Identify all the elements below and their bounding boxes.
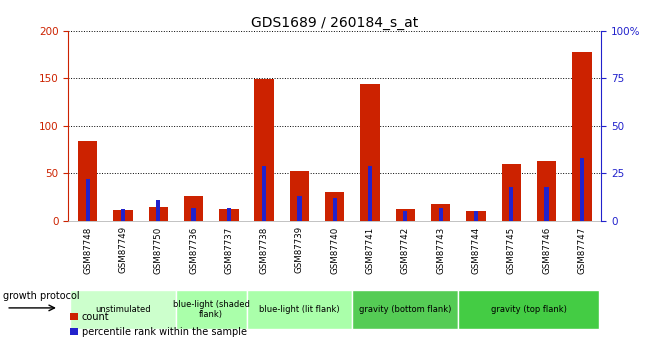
Bar	[396, 209, 415, 221]
Text: blue-light (lit flank): blue-light (lit flank)	[259, 305, 340, 314]
Bar	[246, 290, 352, 329]
Bar	[352, 290, 458, 329]
Text: GSM87741: GSM87741	[365, 226, 374, 274]
Bar	[290, 171, 309, 221]
Text: GSM87744: GSM87744	[471, 226, 480, 274]
Bar	[458, 290, 599, 329]
Bar	[474, 211, 478, 221]
Bar	[368, 166, 372, 221]
Text: GSM87749: GSM87749	[118, 226, 127, 274]
Text: GSM87743: GSM87743	[436, 226, 445, 274]
Text: GSM87736: GSM87736	[189, 226, 198, 274]
Bar	[502, 164, 521, 221]
Text: GSM87746: GSM87746	[542, 226, 551, 274]
Bar	[156, 200, 161, 221]
Text: GSM87737: GSM87737	[224, 226, 233, 274]
Text: GSM87739: GSM87739	[295, 226, 304, 274]
Bar	[149, 207, 168, 221]
Text: unstimulated: unstimulated	[95, 305, 151, 314]
Text: GSM87745: GSM87745	[507, 226, 515, 274]
Bar	[113, 210, 133, 221]
Text: GSM87748: GSM87748	[83, 226, 92, 274]
Bar	[191, 208, 196, 221]
Text: GSM87742: GSM87742	[401, 226, 410, 274]
Bar	[262, 166, 266, 221]
Bar	[580, 158, 584, 221]
Bar	[297, 196, 302, 221]
Bar	[439, 208, 443, 221]
Bar	[219, 209, 239, 221]
Bar	[227, 208, 231, 221]
Bar	[545, 187, 549, 221]
Bar	[78, 141, 98, 221]
Bar	[184, 196, 203, 221]
Text: gravity (bottom flank): gravity (bottom flank)	[359, 305, 452, 314]
Bar	[509, 187, 514, 221]
Bar	[333, 198, 337, 221]
Legend: count, percentile rank within the sample: count, percentile rank within the sample	[70, 312, 246, 337]
Bar	[86, 179, 90, 221]
Bar	[254, 79, 274, 221]
Bar	[325, 193, 344, 221]
Bar	[360, 84, 380, 221]
Title: GDS1689 / 260184_s_at: GDS1689 / 260184_s_at	[251, 16, 419, 30]
Bar	[176, 290, 246, 329]
Text: growth protocol: growth protocol	[3, 291, 80, 301]
Text: gravity (top flank): gravity (top flank)	[491, 305, 567, 314]
Text: GSM87747: GSM87747	[577, 226, 586, 274]
Text: GSM87750: GSM87750	[154, 226, 162, 274]
Text: GSM87738: GSM87738	[259, 226, 268, 274]
Bar	[572, 52, 592, 221]
Bar	[70, 290, 176, 329]
Text: blue-light (shaded
flank): blue-light (shaded flank)	[173, 300, 250, 319]
Bar	[121, 209, 125, 221]
Bar	[431, 204, 450, 221]
Bar	[466, 211, 486, 221]
Text: GSM87740: GSM87740	[330, 226, 339, 274]
Bar	[403, 211, 408, 221]
Bar	[537, 161, 556, 221]
